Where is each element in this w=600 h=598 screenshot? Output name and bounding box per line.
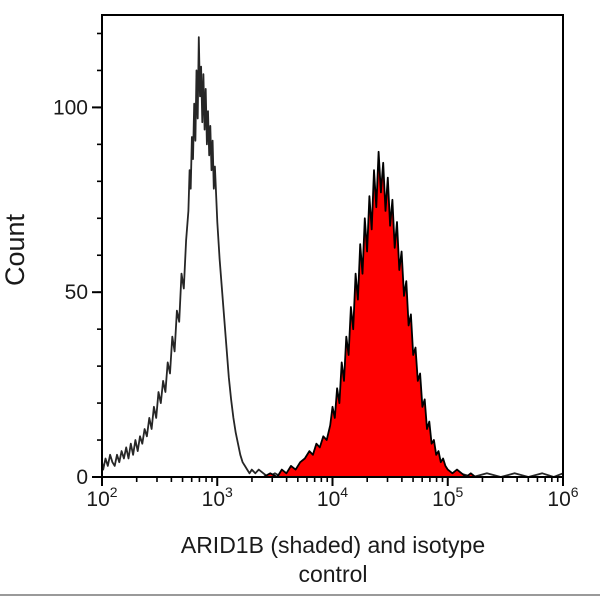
x-axis-tick-label: 103: [202, 484, 233, 511]
bottom-divider-line: [0, 594, 600, 596]
x-axis-label-line2: control: [298, 561, 367, 587]
y-axis-tick-label: 50: [65, 281, 88, 304]
x-axis-label-line1: ARID1B (shaded) and isotype: [181, 532, 485, 558]
y-axis-tick-label: 0: [76, 466, 88, 489]
x-axis-tick-label: 105: [432, 484, 463, 511]
y-axis-label: Count: [0, 213, 30, 286]
arid1b-histogram-filled: [262, 150, 477, 478]
x-axis-tick-label: 106: [547, 484, 578, 511]
x-axis-tick-label: 102: [86, 484, 117, 511]
x-axis-tick-label: 104: [317, 484, 348, 511]
plot-area: 102 103 104 105 106 0 50 100: [53, 14, 579, 511]
y-axis-tick-label: 100: [53, 96, 88, 119]
